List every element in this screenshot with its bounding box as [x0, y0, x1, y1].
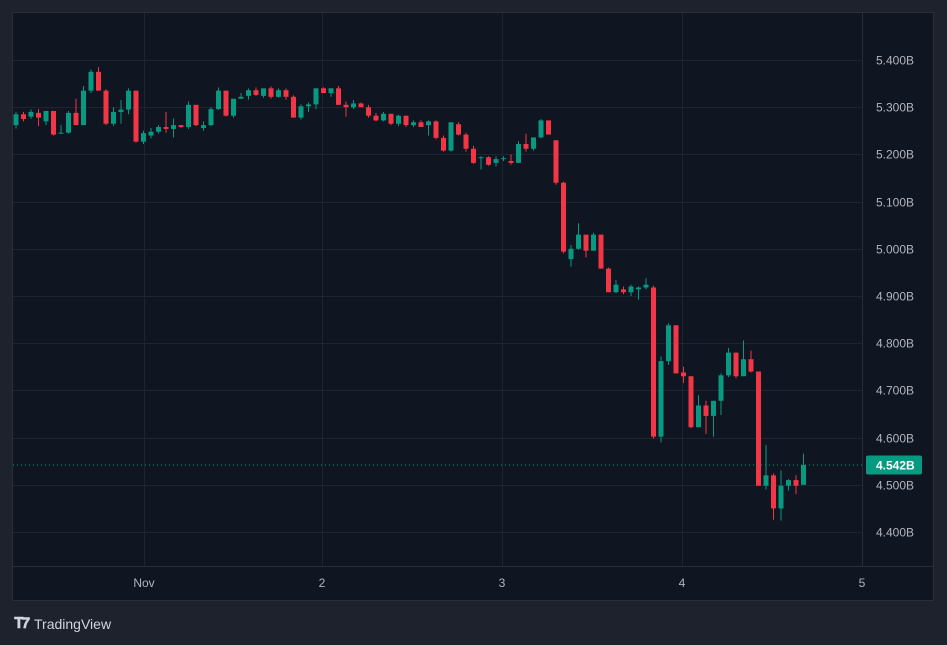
- price-tick-label: 4.900B: [876, 290, 914, 304]
- price-tick-label: 5.000B: [876, 243, 914, 257]
- brand-name: TradingView: [34, 615, 112, 632]
- time-axis[interactable]: Nov 2 3 4 5: [133, 576, 865, 590]
- tradingview-brand[interactable]: 𝐓𝟕 TradingView: [14, 615, 111, 632]
- price-tick-label: 4.400B: [876, 526, 914, 540]
- price-axis-divider: [862, 13, 863, 566]
- price-tick-label: 4.600B: [876, 432, 914, 446]
- price-tick-label: 4.800B: [876, 337, 914, 351]
- price-tick-label: 4.700B: [876, 384, 914, 398]
- time-tick-label: 4: [679, 576, 686, 590]
- price-tick-label: 4.500B: [876, 479, 914, 493]
- tradingview-logo-icon: 𝐓𝟕: [14, 615, 30, 632]
- time-tick-label: 5: [859, 576, 866, 590]
- grid-lines: [13, 13, 862, 566]
- candles: [13, 67, 806, 521]
- time-axis-divider: [13, 566, 933, 567]
- last-price-badge: [866, 455, 922, 475]
- price-axis[interactable]: 5.400B 5.300B 5.200B 5.100B 5.000B 4.900B 4.80…: [876, 54, 914, 540]
- price-tick-label: 5.400B: [876, 54, 914, 68]
- price-tick-label: 5.300B: [876, 101, 914, 115]
- time-tick-label: Nov: [133, 576, 154, 590]
- last-price-tag: 4.542B: [866, 455, 922, 475]
- time-tick-label: 3: [499, 576, 506, 590]
- price-tick-label: 5.100B: [876, 196, 914, 210]
- time-tick-label: 2: [319, 576, 326, 590]
- price-tick-label: 5.200B: [876, 148, 914, 162]
- last-price-label: 4.542B: [876, 458, 915, 472]
